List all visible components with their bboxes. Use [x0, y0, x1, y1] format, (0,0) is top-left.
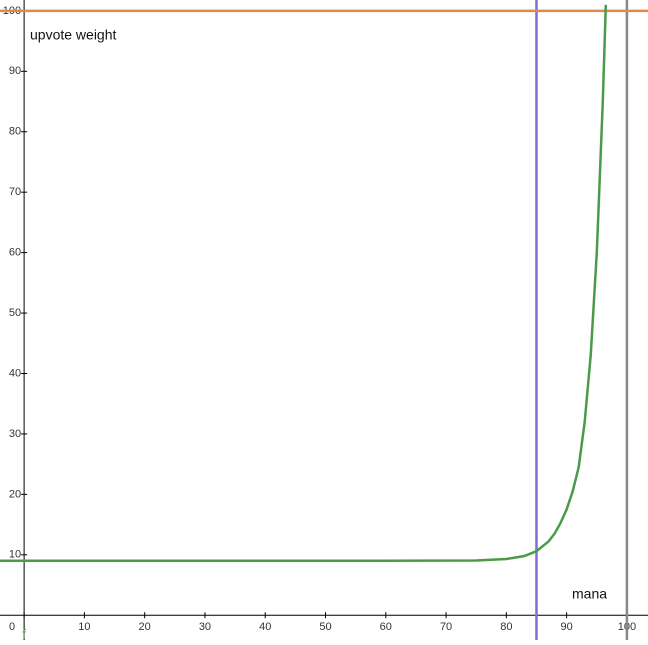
x-tick-label: 10	[78, 621, 90, 633]
x-tick-label: 70	[440, 621, 452, 633]
x-tick-label: 60	[380, 621, 392, 633]
x-tick-label: 80	[500, 621, 512, 633]
y-tick-label: 90	[9, 65, 21, 77]
x-tick-label: 90	[560, 621, 572, 633]
y-tick-label: 10	[9, 549, 21, 561]
y-tick-label: 20	[9, 488, 21, 500]
y-tick-label: 40	[9, 367, 21, 379]
x-tick-label: 50	[319, 621, 331, 633]
y-tick-label: 70	[9, 186, 21, 198]
y-tick-label: 60	[9, 247, 21, 259]
y-tick-label: 50	[9, 307, 21, 319]
y-axis-label: upvote weight	[30, 27, 117, 43]
x-tick-label: 20	[139, 621, 151, 633]
y-tick-label: 80	[9, 126, 21, 138]
x-tick-label: 40	[259, 621, 271, 633]
x-axis-label: mana	[572, 586, 607, 602]
y-tick-label: 30	[9, 428, 21, 440]
series-label: f	[22, 627, 26, 640]
x-tick-label: 0	[9, 621, 15, 633]
series-line	[0, 4, 608, 563]
x-tick-label: 30	[199, 621, 211, 633]
